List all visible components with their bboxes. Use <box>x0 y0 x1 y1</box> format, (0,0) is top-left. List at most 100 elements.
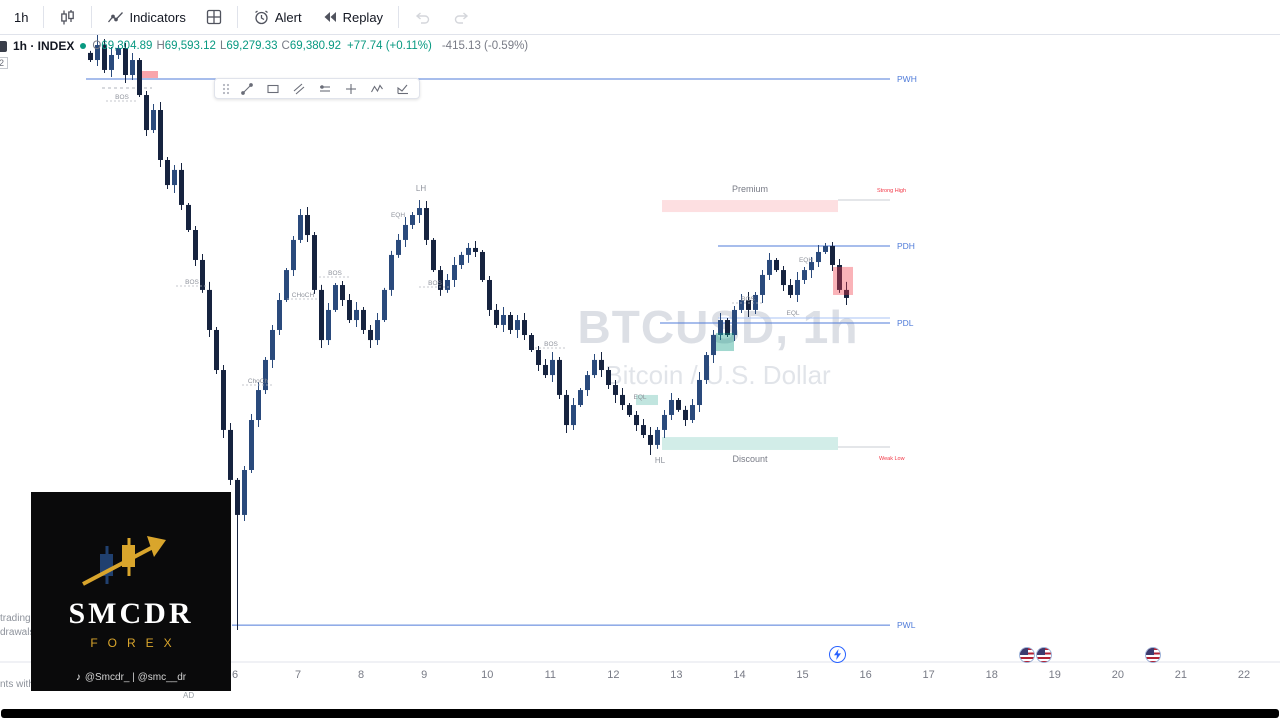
low-label: L <box>219 40 227 52</box>
close-value: 69,380.92 <box>289 40 342 52</box>
symbol-logo-icon <box>0 40 7 52</box>
svg-text:EQL: EQL <box>786 310 799 317</box>
redo-button[interactable] <box>444 5 478 29</box>
drag-handle-icon[interactable] <box>219 80 233 98</box>
ohlc-values: O69,304.89 H69,593.12 L69,279.33 C69,380… <box>92 40 528 52</box>
change-value: +77.74 (+0.11%) <box>347 40 432 52</box>
smc-zones: Premium Discount <box>662 184 838 464</box>
timeframe-button[interactable]: 1h <box>6 6 36 29</box>
svg-text:PWL: PWL <box>897 620 916 630</box>
cut-price-label: 2 <box>0 57 9 69</box>
svg-text:EQH: EQH <box>799 257 813 264</box>
undo-arrow-icon <box>414 9 432 25</box>
indicators-label: Indicators <box>129 9 186 25</box>
top-toolbar: 1h Indicators Alert Replay <box>0 0 1280 35</box>
svg-text:17: 17 <box>923 669 935 681</box>
symbol-title[interactable]: 1h · INDEX <box>13 39 75 53</box>
svg-text:PDL: PDL <box>897 318 914 328</box>
high-label: H <box>156 40 165 52</box>
grid-layout-icon <box>206 9 222 25</box>
svg-text:BOS: BOS <box>328 270 342 277</box>
brand-name: SMCDR <box>68 597 194 630</box>
cut-text-fragment: trading <box>0 613 31 624</box>
symbol-legend: 1h · INDEX O69,304.89 H69,593.12 L69,279… <box>0 39 528 53</box>
svg-text:13: 13 <box>670 669 682 681</box>
axis-corner-note: AD <box>183 691 195 700</box>
svg-text:Weak Low: Weak Low <box>879 456 905 462</box>
low-value: 69,279.33 <box>226 40 278 52</box>
svg-text:BOS: BOS <box>115 94 129 101</box>
brand-logo-card: SMCDR FOREX ♪ @Smcdr_ | @smc__dr <box>31 492 231 691</box>
replay-button[interactable]: Replay <box>314 5 391 29</box>
wave-tool-icon[interactable] <box>365 80 389 98</box>
svg-text:9: 9 <box>421 669 427 681</box>
candlesticks[interactable] <box>88 31 849 631</box>
us-flag-event-icon[interactable] <box>1145 647 1161 663</box>
high-value: 69,593.12 <box>164 40 216 52</box>
open-value: 69,304.89 <box>101 40 153 52</box>
svg-text:20: 20 <box>1112 669 1124 681</box>
close-label: C <box>281 40 290 52</box>
svg-text:ChoCh: ChoCh <box>248 378 269 385</box>
rectangle-tool-icon[interactable] <box>261 80 285 98</box>
svg-text:8: 8 <box>358 669 364 681</box>
alert-button[interactable]: Alert <box>245 5 310 30</box>
svg-text:Discount: Discount <box>732 454 768 464</box>
replay-label: Replay <box>342 9 384 25</box>
svg-text:Premium: Premium <box>732 184 768 194</box>
order-block-boxes <box>142 70 853 406</box>
indicators-button[interactable]: Indicators <box>99 5 193 30</box>
strength-badges: Strong High Weak Low <box>877 188 906 462</box>
svg-text:LH: LH <box>416 184 426 193</box>
svg-text:Strong High: Strong High <box>877 188 906 194</box>
aux-lines <box>102 87 890 448</box>
toolbar-divider <box>236 6 238 28</box>
svg-text:10: 10 <box>481 669 493 681</box>
rewind-icon <box>322 9 338 25</box>
lightning-event-icon[interactable] <box>829 646 846 663</box>
svg-text:22: 22 <box>1238 669 1250 681</box>
trendline-tool-icon[interactable] <box>235 80 259 98</box>
us-flag-event-icon[interactable] <box>1036 647 1052 663</box>
svg-text:BOS: BOS <box>185 279 199 286</box>
svg-text:BOS: BOS <box>428 280 442 287</box>
candles-arrow-logo-icon <box>71 530 191 597</box>
toolbar-divider <box>91 6 93 28</box>
candlestick-icon <box>59 9 76 26</box>
market-status-dot <box>80 43 87 49</box>
chart-style-button[interactable] <box>51 5 84 30</box>
tiktok-icon: ♪ <box>75 672 81 683</box>
indicators-icon <box>107 9 124 26</box>
svg-text:21: 21 <box>1175 669 1187 681</box>
bottom-black-bar <box>1 709 1279 718</box>
channel-tool-icon[interactable] <box>287 80 311 98</box>
undo-button[interactable] <box>406 5 440 29</box>
toolbar-divider <box>43 6 45 28</box>
svg-text:BOS: BOS <box>544 341 558 348</box>
svg-text:BOS: BOS <box>741 296 755 303</box>
us-flag-event-icon[interactable] <box>1019 647 1035 663</box>
svg-text:EQH: EQH <box>391 212 405 219</box>
svg-text:7: 7 <box>295 669 301 681</box>
svg-text:12: 12 <box>607 669 619 681</box>
cut-text-fragment: drawals <box>0 627 35 638</box>
cross-tool-icon[interactable] <box>339 80 363 98</box>
svg-text:15: 15 <box>796 669 808 681</box>
layout-grid-button[interactable] <box>198 5 230 29</box>
open-label: O <box>92 40 102 52</box>
brand-subtitle: FOREX <box>90 636 182 650</box>
redo-arrow-icon <box>452 9 470 25</box>
ruler-tool-icon[interactable] <box>391 80 415 98</box>
alert-label: Alert <box>274 9 302 25</box>
social-handle: ♪ @Smcdr_ | @smc__dr <box>31 672 231 683</box>
svg-text:HL: HL <box>655 456 666 465</box>
cut-text-fragment: nts with <box>0 679 34 690</box>
alarm-clock-icon <box>253 9 270 26</box>
svg-text:19: 19 <box>1049 669 1061 681</box>
svg-text:6: 6 <box>232 669 238 681</box>
svg-text:PWH: PWH <box>897 74 917 84</box>
svg-text:14: 14 <box>733 669 745 681</box>
horizontal-ray-tool-icon[interactable] <box>313 80 337 98</box>
